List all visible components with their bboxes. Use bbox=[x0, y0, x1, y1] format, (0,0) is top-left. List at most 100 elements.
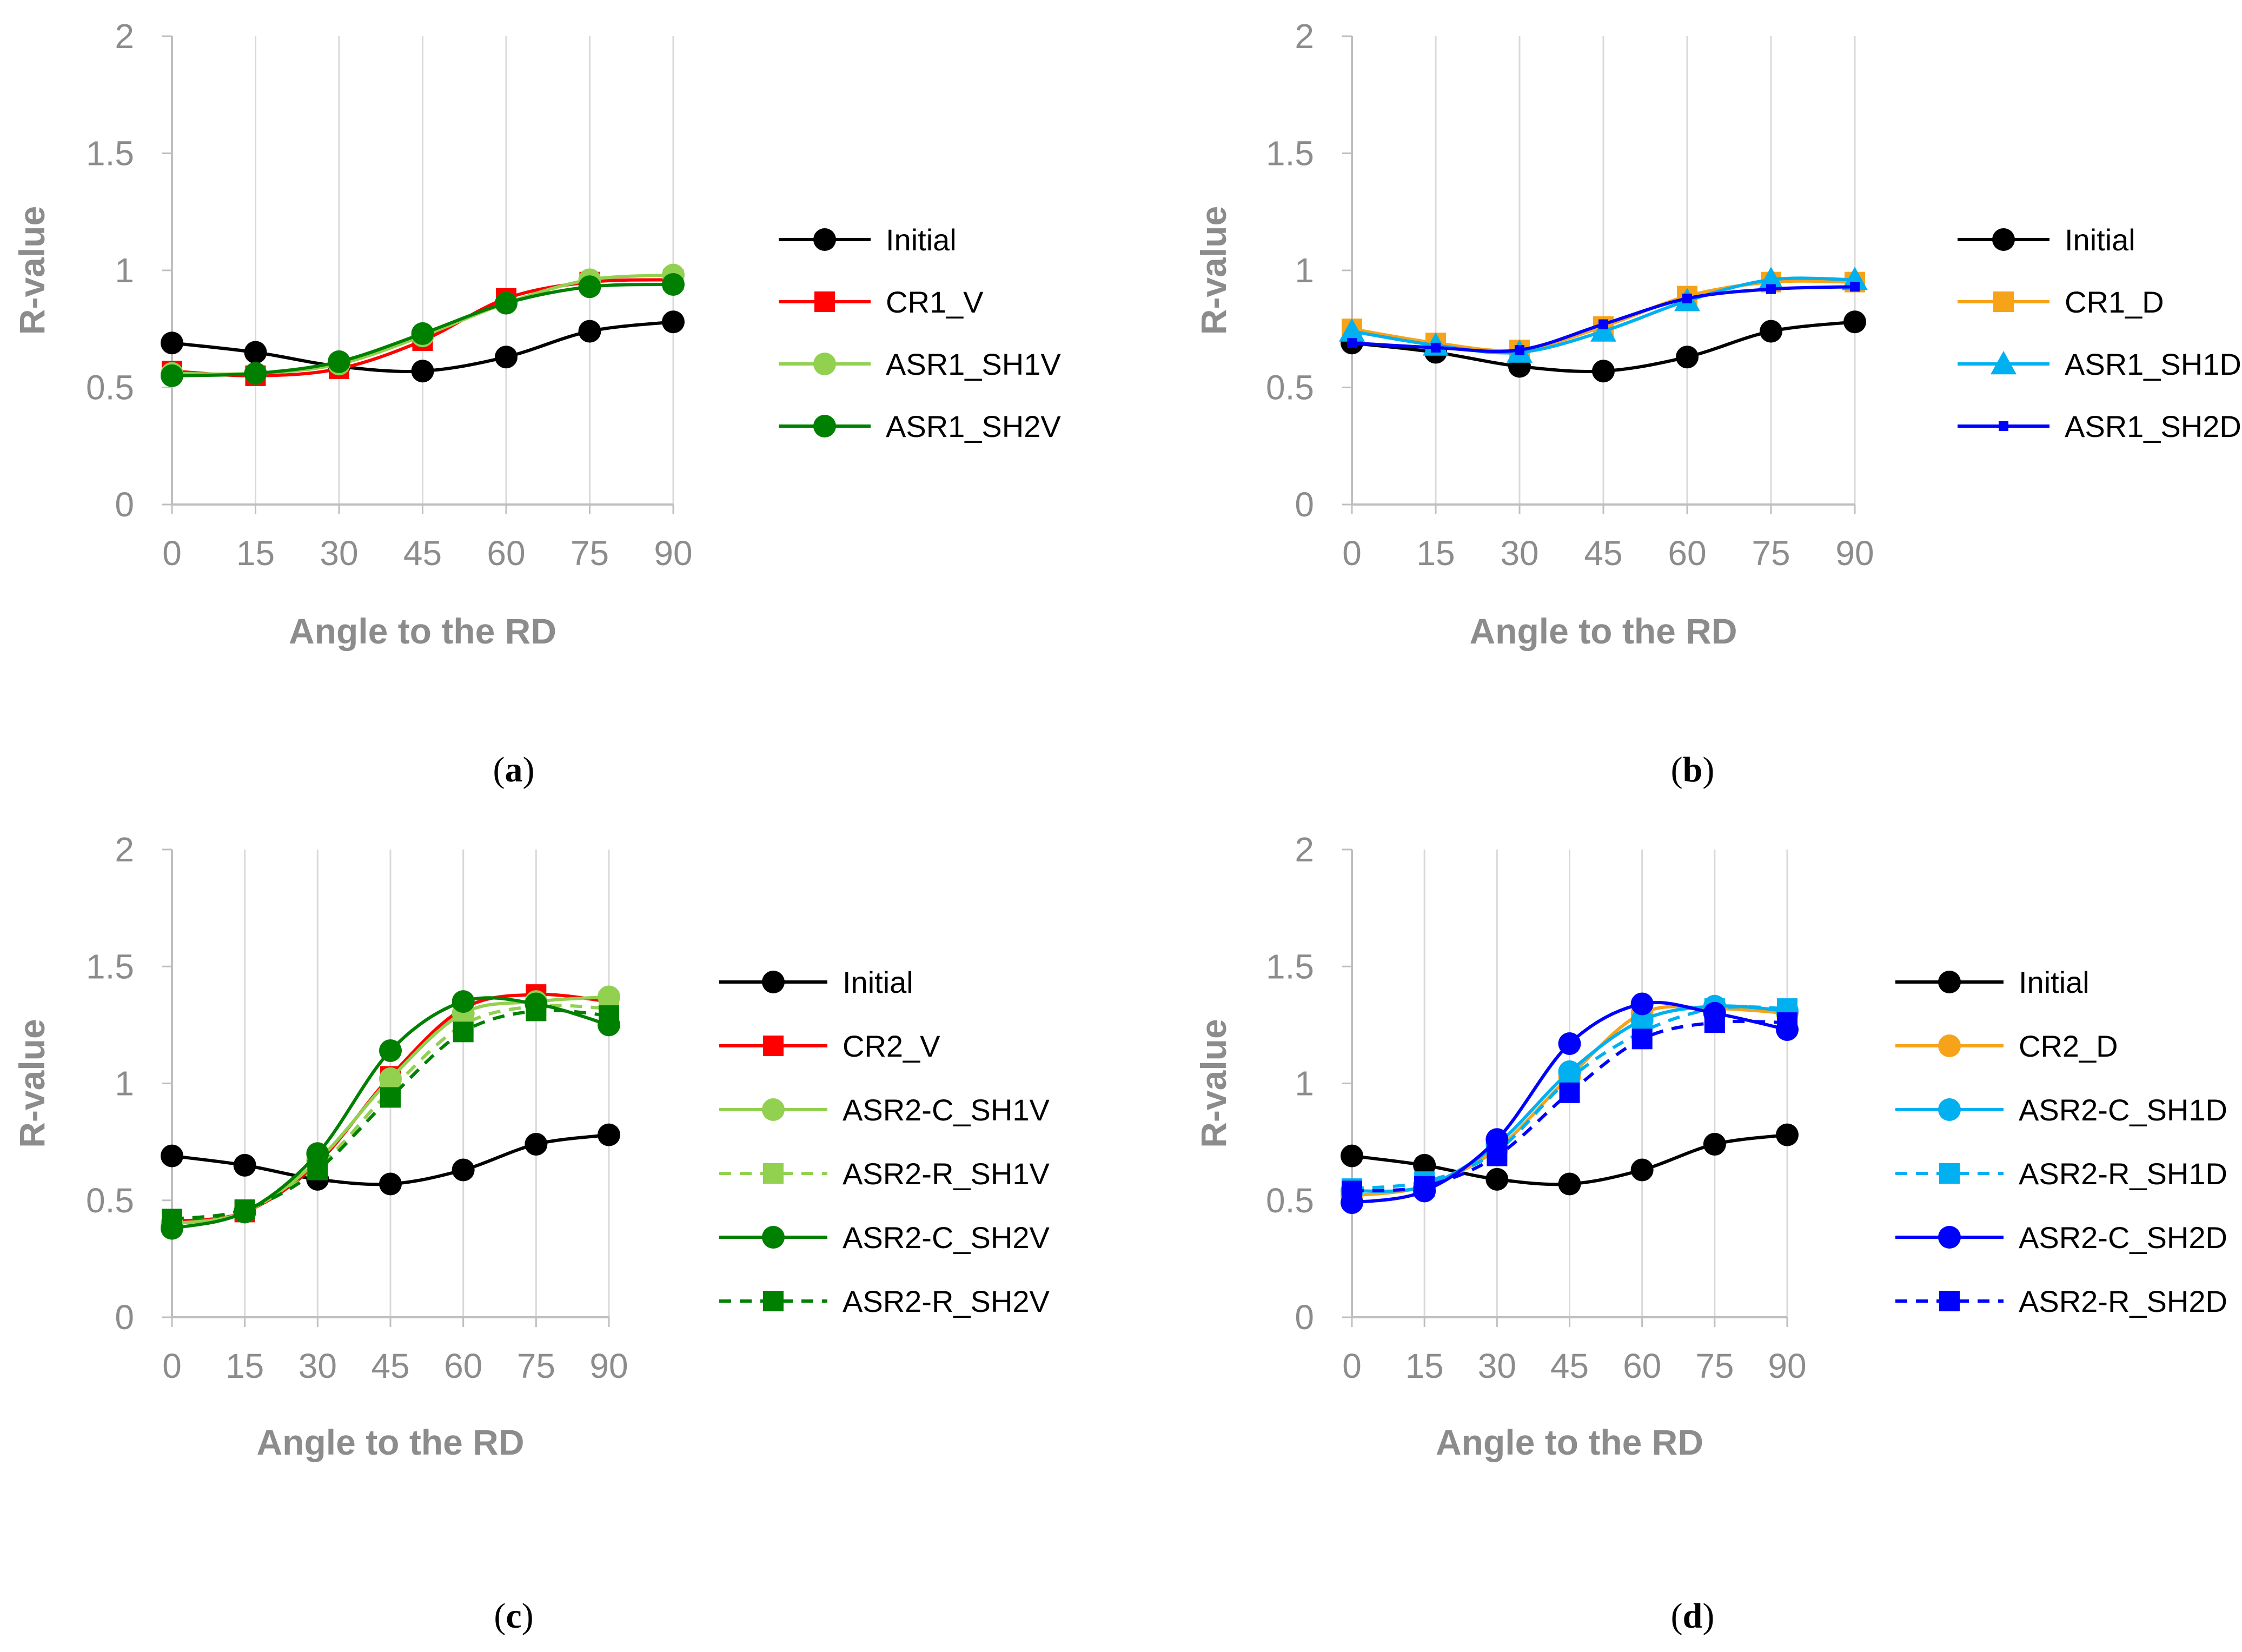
data-point bbox=[1766, 284, 1776, 294]
data-point bbox=[453, 1021, 474, 1043]
data-point bbox=[161, 331, 183, 355]
x-tick-label: 0 bbox=[1342, 534, 1362, 573]
data-point bbox=[1630, 992, 1654, 1016]
data-point bbox=[578, 320, 601, 343]
data-point bbox=[1515, 345, 1524, 355]
y-tick-label: 2 bbox=[115, 830, 134, 869]
data-point bbox=[1485, 1128, 1509, 1151]
data-point bbox=[161, 1144, 183, 1167]
data-point bbox=[495, 346, 518, 369]
x-tick-label: 0 bbox=[1342, 1346, 1362, 1385]
y-tick-label: 0 bbox=[1295, 1298, 1314, 1337]
x-tick-label: 90 bbox=[1768, 1346, 1806, 1385]
series-asr1-sh2v bbox=[161, 273, 685, 387]
legend-item: Initial bbox=[779, 223, 957, 257]
data-point bbox=[1843, 310, 1866, 334]
legend-item: Initial bbox=[1895, 965, 2090, 999]
legend-label: Initial bbox=[843, 965, 913, 999]
data-point bbox=[662, 310, 685, 334]
data-point bbox=[1341, 1144, 1363, 1167]
data-point bbox=[1630, 1158, 1654, 1182]
x-axis-title: Angle to the RD bbox=[1470, 611, 1737, 651]
legend-item: ASR2-C_SH2V bbox=[719, 1220, 1050, 1255]
legend-swatch-marker bbox=[1999, 421, 2008, 431]
data-point bbox=[380, 1087, 401, 1108]
x-tick-label: 90 bbox=[589, 1346, 628, 1385]
legend-item: CR2_D bbox=[1895, 1029, 2118, 1063]
x-tick-label: 30 bbox=[1478, 1346, 1516, 1385]
series-asr2-r-sh2v bbox=[162, 1000, 619, 1230]
chart-panel-b: 0 15 30 45 60 75 90 0 0.5 1 1.5 2 Angle to the RD R-v… bbox=[1193, 17, 2241, 789]
legend-label: Initial bbox=[886, 223, 957, 257]
x-tick-label: 75 bbox=[571, 534, 609, 573]
x-tick-label: 15 bbox=[225, 1346, 264, 1385]
y-axis-title: R-value bbox=[12, 1019, 52, 1147]
x-tick-label: 75 bbox=[1752, 534, 1790, 573]
y-tick-label: 1 bbox=[1295, 1064, 1314, 1103]
data-point bbox=[161, 364, 183, 387]
x-tick-label: 15 bbox=[236, 534, 275, 573]
data-point bbox=[1776, 1123, 1799, 1146]
legend-item: ASR2-R_SH2V bbox=[719, 1284, 1050, 1318]
legend-label: ASR1_SH2D bbox=[2065, 409, 2241, 443]
legend-item: Initial bbox=[1958, 223, 2135, 257]
x-axis-title: Angle to the RD bbox=[289, 611, 556, 651]
data-point bbox=[1842, 267, 1868, 290]
legend-swatch-marker bbox=[1939, 1163, 1960, 1184]
legend-swatch-marker bbox=[1938, 1098, 1961, 1121]
x-tick-label: 75 bbox=[1695, 1346, 1734, 1385]
data-point bbox=[452, 990, 475, 1013]
data-point bbox=[1676, 346, 1699, 369]
data-point bbox=[1558, 1172, 1581, 1196]
data-point bbox=[662, 273, 685, 296]
legend-label: ASR2-R_SH1V bbox=[843, 1157, 1050, 1191]
legend-swatch-marker bbox=[1938, 971, 1961, 993]
y-tick-label: 2 bbox=[115, 17, 134, 56]
legend-label: ASR1_SH1D bbox=[2065, 347, 2241, 381]
data-point bbox=[1414, 1176, 1435, 1197]
y-tick-label: 0 bbox=[1295, 485, 1314, 524]
data-point bbox=[1598, 319, 1608, 329]
data-point bbox=[598, 1123, 620, 1146]
data-point bbox=[1485, 1167, 1509, 1191]
data-point bbox=[1760, 320, 1782, 343]
data-point bbox=[1592, 360, 1615, 383]
legend-swatch-marker bbox=[1939, 1291, 1960, 1311]
y-tick-label: 0.5 bbox=[1266, 368, 1314, 407]
data-point bbox=[1682, 293, 1692, 303]
y-axis-title: R-value bbox=[1193, 206, 1233, 335]
data-point bbox=[328, 350, 350, 373]
legend: Initial CR1_D ASR1_SH1D ASR1_SH2D bbox=[1958, 223, 2241, 443]
legend-item: ASR1_SH1V bbox=[779, 347, 1061, 381]
data-point bbox=[379, 1172, 402, 1196]
legend-label: ASR2-C_SH1V bbox=[843, 1093, 1050, 1127]
y-tick-label: 1 bbox=[115, 1064, 134, 1103]
x-tick-label: 15 bbox=[1416, 534, 1455, 573]
data-point bbox=[1339, 318, 1365, 342]
x-tick-label: 60 bbox=[487, 534, 525, 573]
legend-swatch-marker bbox=[762, 1098, 785, 1121]
data-point bbox=[452, 1158, 475, 1182]
y-tick-label: 1.5 bbox=[1266, 947, 1314, 986]
data-point bbox=[411, 322, 434, 345]
legend-swatch-marker bbox=[763, 1163, 784, 1184]
legend-swatch-marker bbox=[813, 415, 836, 437]
legend-label: CR2_V bbox=[843, 1029, 940, 1063]
x-axis-title: Angle to the RD bbox=[1436, 1422, 1703, 1462]
legend-item: CR2_V bbox=[719, 1029, 940, 1063]
legend-label: ASR1_SH1V bbox=[886, 347, 1061, 381]
x-axis-title: Angle to the RD bbox=[257, 1422, 525, 1462]
y-tick-label: 0.5 bbox=[86, 1181, 134, 1220]
legend-label: ASR2-R_SH2D bbox=[2019, 1284, 2227, 1318]
data-point bbox=[578, 275, 601, 298]
x-tick-label: 90 bbox=[1835, 534, 1874, 573]
data-point bbox=[162, 1209, 182, 1230]
legend-item: ASR2-R_SH1D bbox=[1895, 1157, 2227, 1191]
data-point bbox=[1758, 267, 1784, 290]
data-point bbox=[1342, 1180, 1362, 1202]
legend-swatch-marker bbox=[1991, 351, 2017, 375]
chart-panel-d: 0 15 30 45 60 75 90 0 0.5 1 1.5 2 Angle to the RD R-v… bbox=[1193, 830, 2227, 1636]
data-point bbox=[1631, 1029, 1653, 1050]
panel-caption: (b) bbox=[1671, 750, 1715, 789]
